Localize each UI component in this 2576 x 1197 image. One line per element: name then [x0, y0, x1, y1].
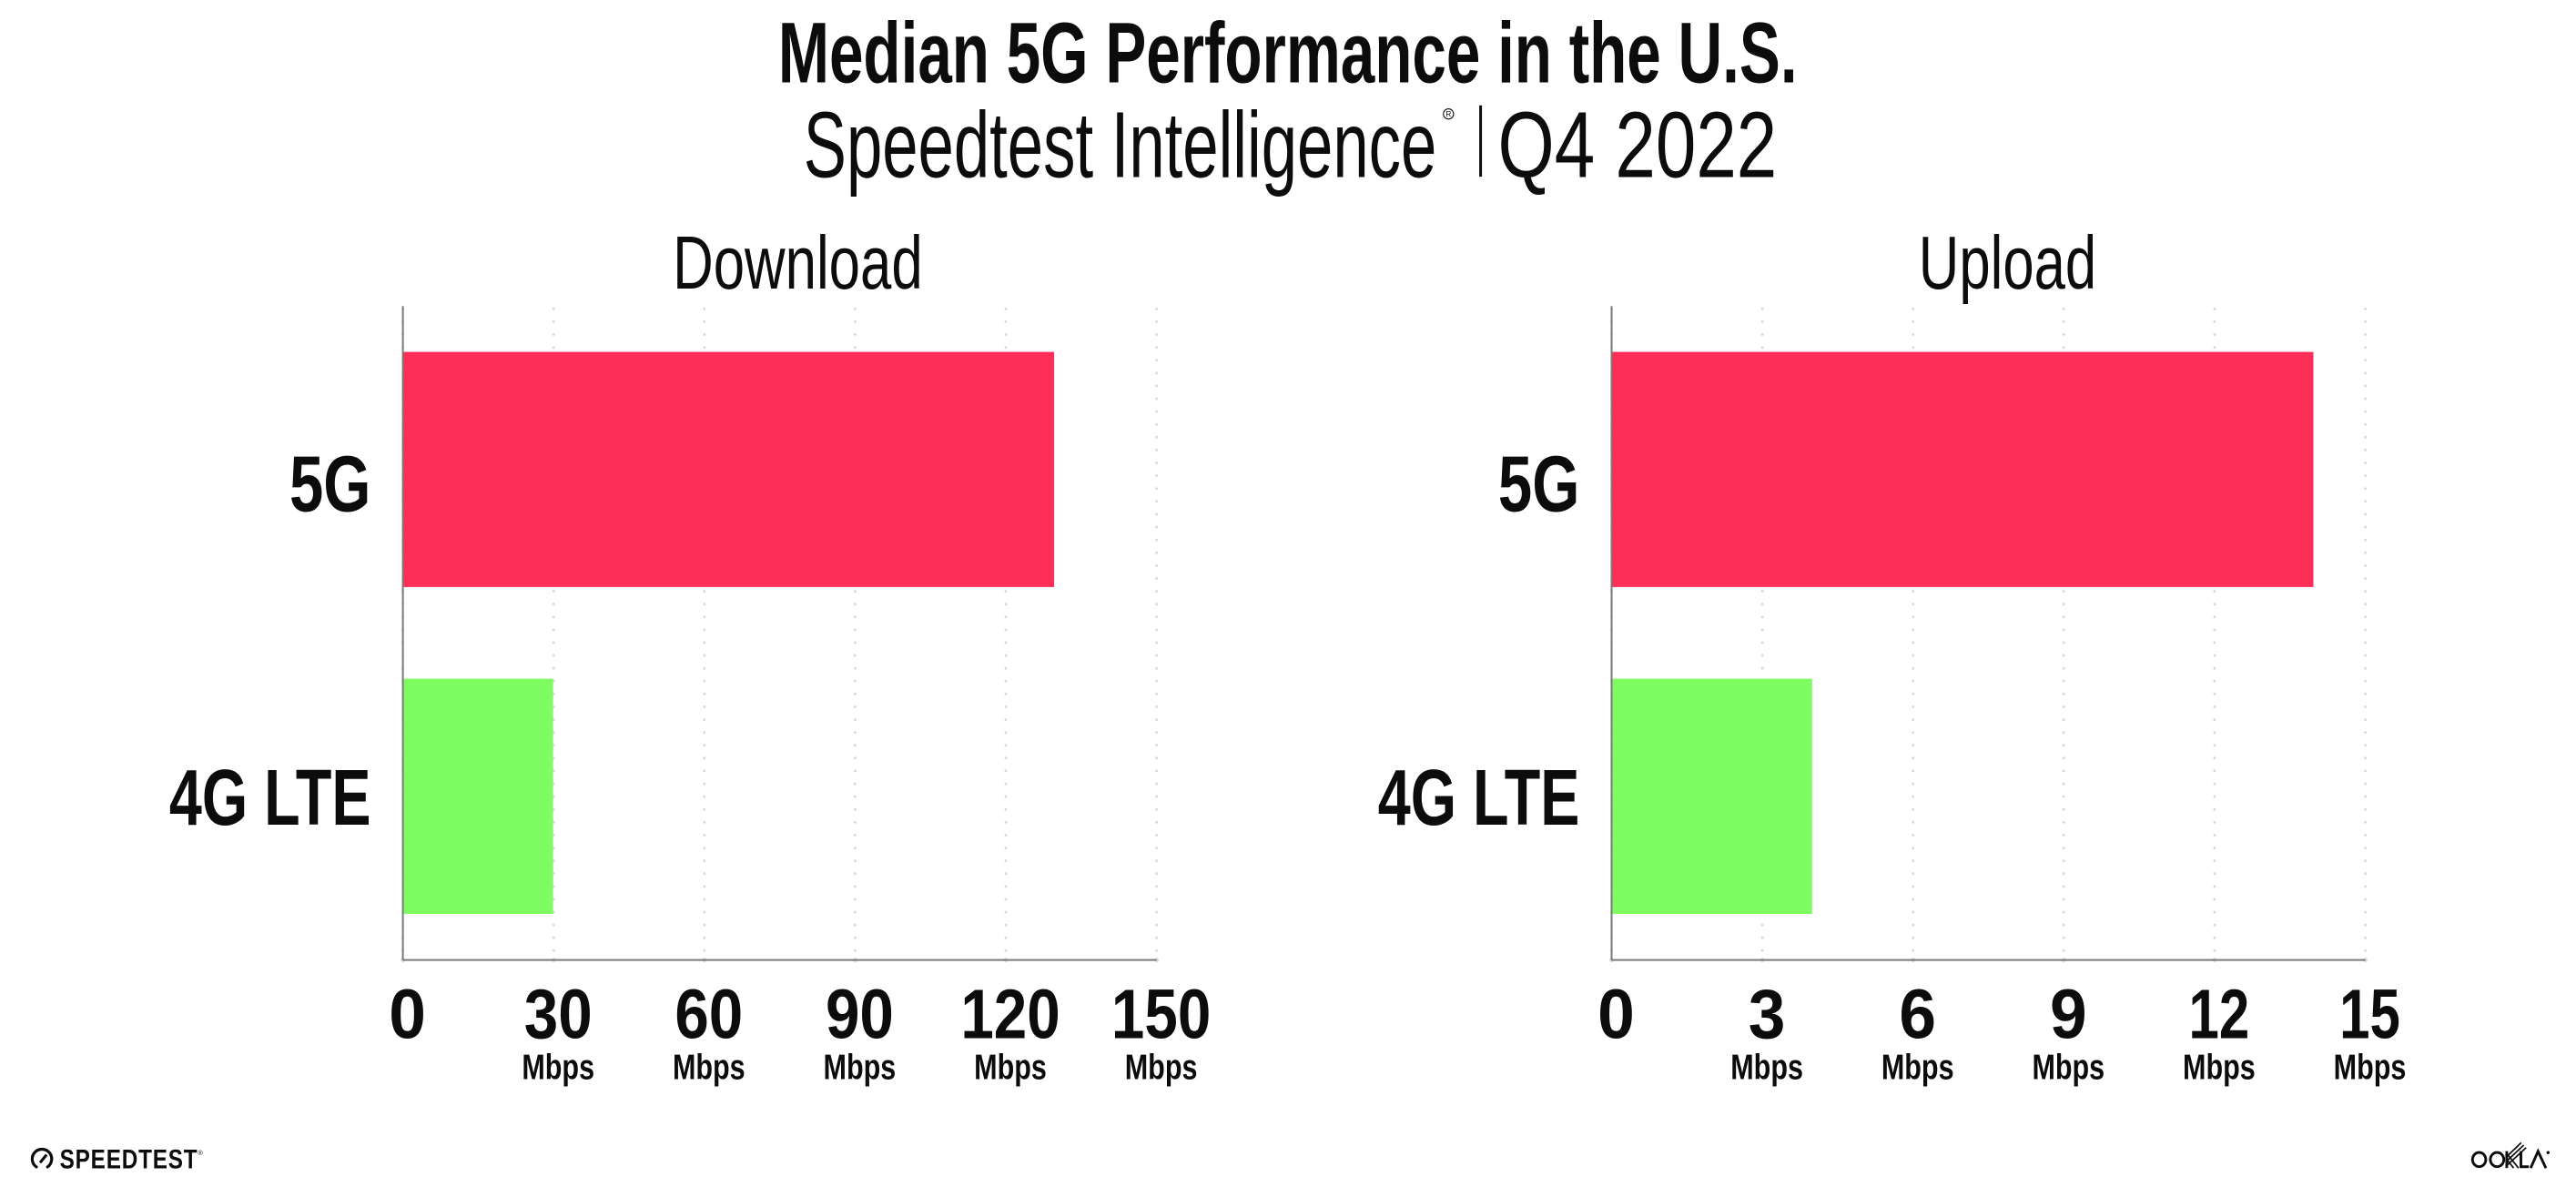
svg-text:90: 90	[826, 976, 894, 1053]
svg-text:0: 0	[1597, 975, 1635, 1053]
svg-text:Mbps: Mbps	[2183, 1048, 2256, 1087]
svg-text:Mbps: Mbps	[673, 1048, 745, 1087]
svg-text:3: 3	[1749, 975, 1786, 1053]
svg-text:Mbps: Mbps	[1730, 1048, 1803, 1087]
svg-text:Mbps: Mbps	[2032, 1048, 2104, 1087]
svg-text:Mbps: Mbps	[1881, 1048, 1954, 1087]
svg-text:30: 30	[524, 976, 593, 1053]
svg-text:5G: 5G	[289, 441, 371, 528]
svg-text:9: 9	[2050, 975, 2087, 1053]
svg-text:4G LTE: 4G LTE	[1378, 755, 1580, 842]
svg-text:®: ®	[198, 1149, 203, 1157]
svg-text:Mbps: Mbps	[824, 1048, 897, 1087]
svg-text:Mbps: Mbps	[974, 1048, 1047, 1087]
svg-text:0: 0	[389, 975, 426, 1053]
svg-text:60: 60	[674, 976, 743, 1053]
svg-text:15: 15	[2339, 974, 2400, 1053]
svg-text:Mbps: Mbps	[2334, 1048, 2407, 1087]
svg-text:SPEEDTEST: SPEEDTEST	[60, 1144, 198, 1174]
svg-text:R: R	[1445, 110, 1451, 118]
svg-text:4G LTE: 4G LTE	[169, 755, 371, 842]
svg-text:150: 150	[1111, 976, 1211, 1054]
svg-text:120: 120	[960, 976, 1060, 1054]
svg-text:Q4 2022: Q4 2022	[1498, 93, 1778, 198]
svg-text:Mbps: Mbps	[522, 1048, 594, 1087]
svg-text:Upload: Upload	[1919, 221, 2096, 305]
svg-text:Speedtest Intelligence: Speedtest Intelligence	[804, 92, 1436, 197]
svg-text:Mbps: Mbps	[1125, 1048, 1198, 1087]
svg-text:6: 6	[1899, 975, 1936, 1053]
svg-text:Download: Download	[673, 220, 923, 305]
svg-text:Median 5G Performance in the U: Median 5G Performance in the U.S.	[778, 5, 1798, 101]
svg-text:12: 12	[2188, 974, 2249, 1053]
svg-text:5G: 5G	[1498, 441, 1580, 528]
